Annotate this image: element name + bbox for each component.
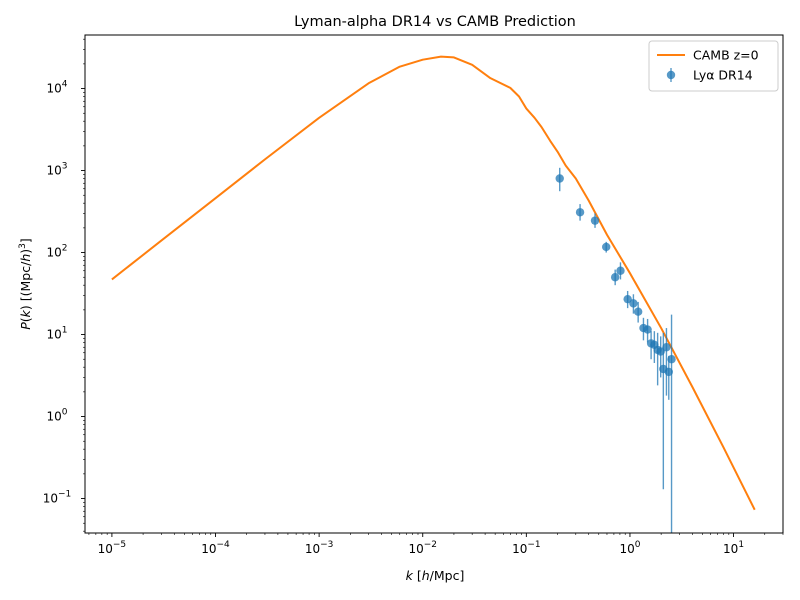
y-axis-label: P(k) [(Mpc/h)3] [18,238,33,330]
x-tick-label: 10−5 [98,540,127,556]
data-point [575,208,585,217]
y-tick-label: 10−1 [43,490,72,506]
chart-title: Lyman-alpha DR14 vs CAMB Prediction [294,14,576,30]
x-tick-label: 10−3 [305,540,334,556]
x-axis-label: k [h/Mpc] [406,568,465,583]
data-point [610,273,620,282]
data-point [590,216,600,225]
y-tick-label: 102 [46,244,67,260]
data-point [602,242,611,252]
data-point [643,325,652,334]
data-point [623,294,632,304]
y-tick-label: 101 [46,326,67,342]
series-line-camb [111,55,756,511]
legend-label: Lyα DR14 [693,68,753,83]
data-point [629,299,638,308]
data-point [555,174,564,183]
legend-box [648,40,779,92]
y-tick-label: 103 [46,162,67,178]
data-point [633,307,643,316]
data-point [656,347,665,356]
x-tick-label: 10−1 [512,540,541,556]
y-tick-label: 100 [46,408,67,424]
x-tick-label: 10−2 [408,540,437,556]
x-tick-label: 101 [723,540,744,556]
data-point [664,367,673,377]
data-point [667,355,676,364]
y-tick-label: 104 [46,80,67,96]
x-tick-label: 100 [619,540,640,556]
data-point [616,266,625,275]
data-point [662,343,671,352]
x-tick-label: 10−4 [201,540,230,556]
series-layer [111,55,756,533]
legend-label: CAMB z=0 [693,48,759,63]
plot-frame [84,34,784,534]
series-lya-dr14 [555,167,676,533]
legend-swatch-marker [666,70,676,80]
legend: CAMB z=0 Lyα DR14 [648,40,779,92]
